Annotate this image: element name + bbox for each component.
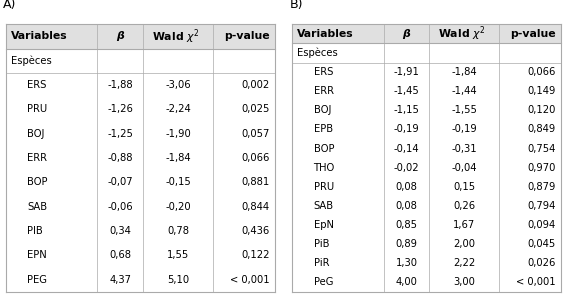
Text: -1,45: -1,45 xyxy=(393,86,420,96)
Text: 0,68: 0,68 xyxy=(109,250,131,260)
Text: ERR: ERR xyxy=(27,153,47,163)
Text: Variables: Variables xyxy=(11,32,67,41)
Text: p-value: p-value xyxy=(510,29,556,39)
Text: -0,15: -0,15 xyxy=(165,178,191,187)
Text: Wald $\chi^2$: Wald $\chi^2$ xyxy=(438,25,485,43)
Text: -1,44: -1,44 xyxy=(451,86,477,96)
Text: -0,07: -0,07 xyxy=(107,178,133,187)
Text: -1,84: -1,84 xyxy=(165,153,191,163)
Text: 0,057: 0,057 xyxy=(241,129,270,139)
Text: 0,002: 0,002 xyxy=(242,80,270,90)
Text: 2,00: 2,00 xyxy=(454,239,475,249)
Text: -1,90: -1,90 xyxy=(165,129,191,139)
Text: Espèces: Espèces xyxy=(297,48,338,58)
Text: B): B) xyxy=(289,0,303,11)
Text: -1,15: -1,15 xyxy=(393,105,420,115)
Text: 0,794: 0,794 xyxy=(527,201,556,211)
Text: ERR: ERR xyxy=(314,86,333,96)
Text: -1,25: -1,25 xyxy=(107,129,133,139)
Text: EPN: EPN xyxy=(27,250,47,260)
Text: 0,436: 0,436 xyxy=(242,226,270,236)
Text: 1,30: 1,30 xyxy=(395,258,417,268)
Text: 1,67: 1,67 xyxy=(453,220,476,230)
Text: 5,10: 5,10 xyxy=(167,275,189,285)
Text: -0,88: -0,88 xyxy=(107,153,133,163)
Text: 0,08: 0,08 xyxy=(396,201,417,211)
Text: 0,08: 0,08 xyxy=(396,182,417,192)
Text: 0,066: 0,066 xyxy=(241,153,270,163)
Text: 0,85: 0,85 xyxy=(395,220,417,230)
Text: PRU: PRU xyxy=(314,182,334,192)
Text: 4,00: 4,00 xyxy=(396,277,417,287)
Text: 1,55: 1,55 xyxy=(167,250,189,260)
Text: -1,84: -1,84 xyxy=(451,67,477,77)
Text: -1,91: -1,91 xyxy=(393,67,420,77)
Text: -0,14: -0,14 xyxy=(393,143,419,154)
Text: Variables: Variables xyxy=(297,29,354,39)
Text: PiB: PiB xyxy=(314,239,329,249)
Text: 0,754: 0,754 xyxy=(527,143,556,154)
Text: EPB: EPB xyxy=(314,124,333,134)
Text: PiR: PiR xyxy=(314,258,329,268)
Text: < 0,001: < 0,001 xyxy=(230,275,270,285)
Text: 0,844: 0,844 xyxy=(242,202,270,212)
Text: 0,15: 0,15 xyxy=(453,182,476,192)
Text: β: β xyxy=(403,29,411,39)
Text: BOJ: BOJ xyxy=(27,129,45,139)
Text: Wald $\chi^2$: Wald $\chi^2$ xyxy=(151,27,199,46)
Text: -0,19: -0,19 xyxy=(393,124,420,134)
Bar xyxy=(6,24,275,49)
Text: β: β xyxy=(116,32,124,41)
Text: ERS: ERS xyxy=(314,67,333,77)
Text: 0,066: 0,066 xyxy=(527,67,556,77)
Text: -3,06: -3,06 xyxy=(165,80,191,90)
Text: BOP: BOP xyxy=(27,178,48,187)
Text: 0,025: 0,025 xyxy=(241,105,270,114)
Text: 0,34: 0,34 xyxy=(109,226,131,236)
Text: A): A) xyxy=(3,0,16,11)
Text: -0,19: -0,19 xyxy=(451,124,477,134)
Text: 0,026: 0,026 xyxy=(527,258,556,268)
Text: THO: THO xyxy=(314,163,335,173)
Text: 2,22: 2,22 xyxy=(453,258,476,268)
Text: p-value: p-value xyxy=(224,32,270,41)
Text: EpN: EpN xyxy=(314,220,333,230)
Text: -0,20: -0,20 xyxy=(165,202,191,212)
Text: PEG: PEG xyxy=(27,275,47,285)
Text: 0,045: 0,045 xyxy=(528,239,556,249)
Text: 0,879: 0,879 xyxy=(527,182,556,192)
Text: SAB: SAB xyxy=(314,201,333,211)
Text: < 0,001: < 0,001 xyxy=(517,277,556,287)
Text: Espèces: Espèces xyxy=(11,56,52,66)
Text: 0,122: 0,122 xyxy=(241,250,270,260)
Text: PeG: PeG xyxy=(314,277,333,287)
Bar xyxy=(292,24,561,43)
Text: -0,04: -0,04 xyxy=(452,163,477,173)
Text: -2,24: -2,24 xyxy=(165,105,191,114)
Text: -0,02: -0,02 xyxy=(393,163,419,173)
Text: 0,094: 0,094 xyxy=(528,220,556,230)
Text: 0,849: 0,849 xyxy=(528,124,556,134)
Text: 4,37: 4,37 xyxy=(109,275,131,285)
Text: SAB: SAB xyxy=(27,202,47,212)
Text: 0,78: 0,78 xyxy=(167,226,189,236)
Text: 0,89: 0,89 xyxy=(395,239,417,249)
Text: -1,55: -1,55 xyxy=(451,105,477,115)
Text: PIB: PIB xyxy=(27,226,43,236)
Text: 0,120: 0,120 xyxy=(527,105,556,115)
Text: -1,88: -1,88 xyxy=(107,80,133,90)
Text: BOJ: BOJ xyxy=(314,105,331,115)
Text: 0,26: 0,26 xyxy=(453,201,476,211)
Text: PRU: PRU xyxy=(27,105,48,114)
Text: -1,26: -1,26 xyxy=(107,105,133,114)
Text: -0,06: -0,06 xyxy=(107,202,133,212)
Text: BOP: BOP xyxy=(314,143,334,154)
Text: 0,970: 0,970 xyxy=(527,163,556,173)
Text: ERS: ERS xyxy=(27,80,46,90)
Text: 3,00: 3,00 xyxy=(454,277,475,287)
Text: -0,31: -0,31 xyxy=(451,143,477,154)
Text: 0,881: 0,881 xyxy=(242,178,270,187)
Text: 0,149: 0,149 xyxy=(527,86,556,96)
